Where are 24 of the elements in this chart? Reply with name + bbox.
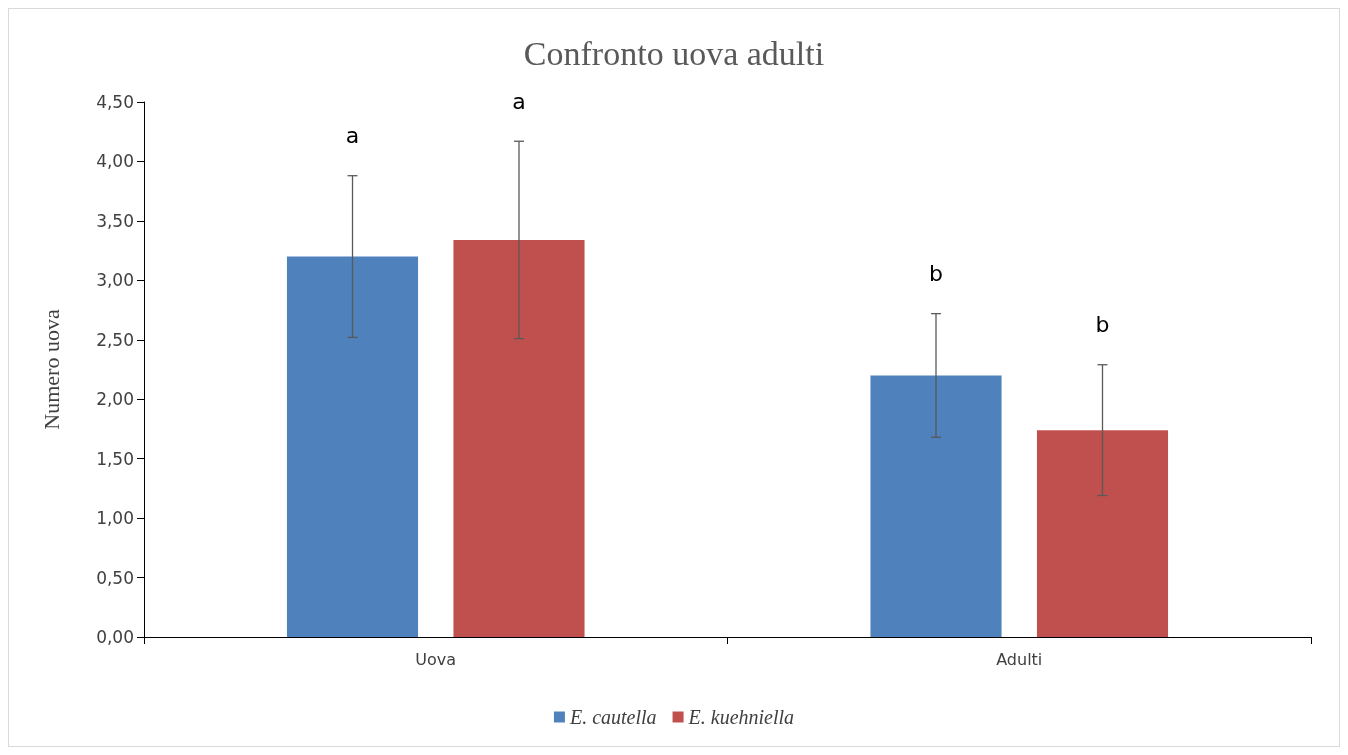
bar: [286, 256, 419, 637]
y-tick-label: 1,50: [96, 448, 134, 469]
legend-label: E. kuehniella: [687, 706, 795, 728]
y-tick-label: 0,50: [96, 567, 134, 588]
y-tick-label: 4,00: [96, 151, 134, 172]
x-tick-label: Uova: [415, 649, 457, 669]
bar: [870, 375, 1002, 637]
chart-title: Confronto uova adulti: [523, 34, 825, 72]
y-tick-label: 4,50: [96, 92, 134, 112]
y-tick-label: 3,00: [96, 270, 134, 291]
annotation: a: [345, 123, 360, 149]
y-tick-label: 2,50: [96, 329, 134, 350]
y-tick-label: 3,50: [96, 210, 134, 231]
y-tick-label: 1,00: [96, 508, 134, 529]
y-axis-title: Numero uova: [38, 309, 64, 430]
annotation: b: [929, 261, 943, 287]
legend-label: E. cautella: [568, 706, 657, 728]
annotation: a: [512, 88, 526, 114]
y-tick-label: 2,00: [96, 389, 134, 410]
y-tick-label: 0,00: [96, 627, 134, 647]
annotation: b: [1095, 312, 1110, 338]
bar: [1036, 430, 1169, 637]
bar: [453, 239, 585, 637]
x-tick-label: Adulti: [996, 649, 1043, 669]
